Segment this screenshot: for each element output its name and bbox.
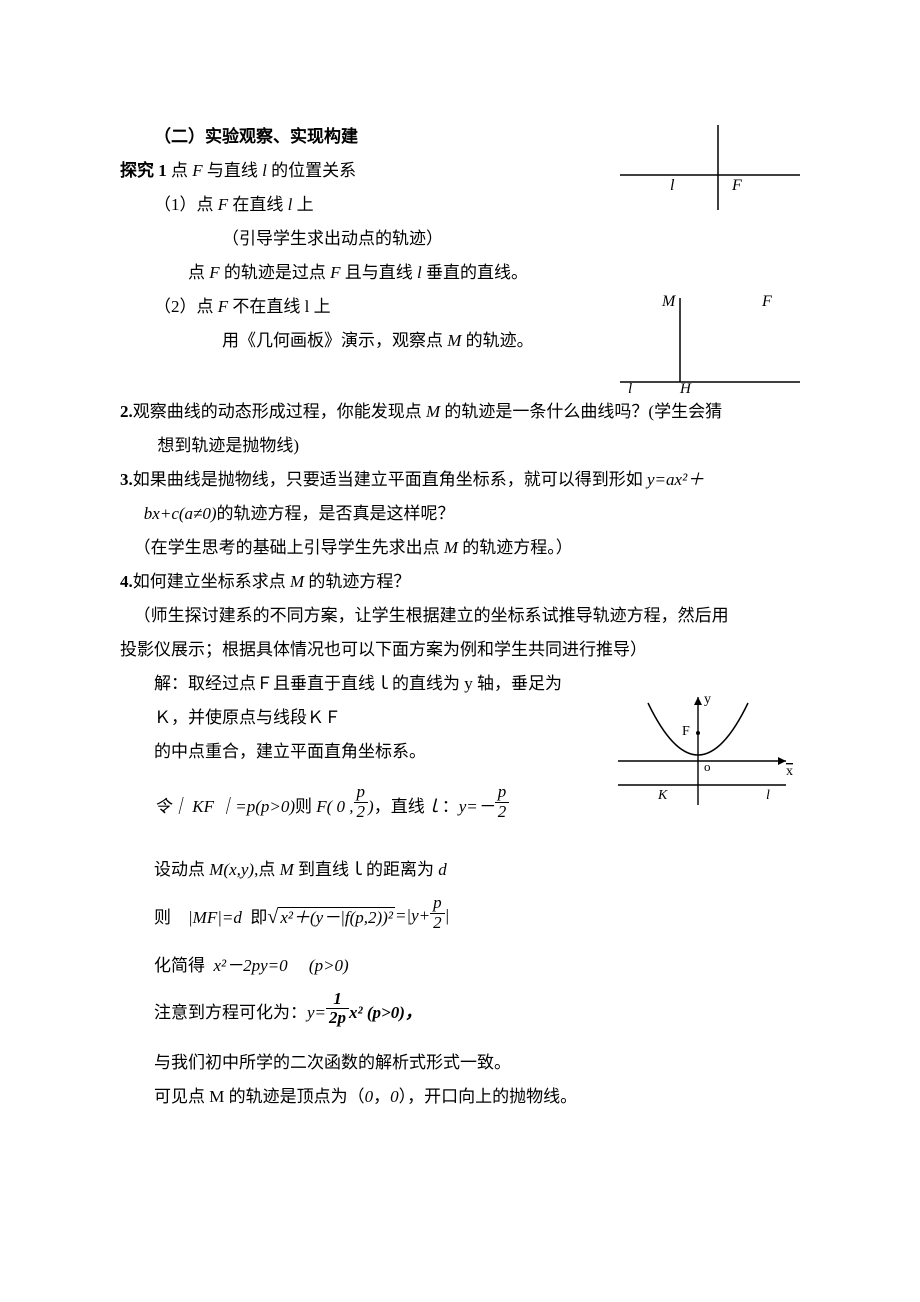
eq1-prefix: 令｜ KF ｜=p(p>0)则 F( 0 , [154,792,354,817]
inquiry1-topic: 点 F 与直线 l 的位置关系 [171,161,356,180]
figure-1: l F [600,120,800,210]
item2-line1: 2.观察曲线的动态形成过程，你能发现点 M 的轨迹是一条什么曲线吗？(学生会猜 [120,395,800,429]
eq5-frac-den: 2p [326,1009,349,1028]
fig2-F: F [761,293,772,310]
case2-label: （2） [154,297,197,316]
eq3-frac: p 2 [430,894,445,932]
eq5-frac-num: 1 [326,990,349,1010]
eq1-frac2-num: p [495,783,510,803]
item2-label: 2. [120,402,133,421]
item3-line2: bx+c(a≠0)的轨迹方程，是否真是这样呢？ [120,497,800,531]
equation-4: 化简得 x²－2py=0 (p>0) [154,951,800,976]
equation-2: 设动点 M(x,y),点 M 到直线ｌ的距离为 d [154,855,800,880]
eq2-text: 设动点 M(x,y),点 M 到直线ｌ的距离为 d [154,860,447,879]
fig3-x: x [786,764,793,779]
case1-label: （1） [154,195,197,214]
item4-question: 4.如何建立坐标系求点 M 的轨迹方程？ [120,565,800,599]
figure-2-svg: M F l H [600,290,800,395]
item3-line1: 3.如果曲线是抛物线，只要适当建立平面直角坐标系，就可以得到形如 y=ax²＋ [120,463,800,497]
eq1-frac2-den: 2 [495,803,510,822]
eq3-frac-num: p [430,894,445,914]
eq3-eq: =|y+ [395,906,430,926]
eq3-prefix: 则 |MF|=d 即 [154,903,267,928]
fig1-label-l: l [670,177,675,194]
fig3-F: F [682,724,690,739]
fig2-H: H [679,381,692,395]
eq5-frac: 1 2p [326,990,349,1028]
fig2-M: M [661,293,677,310]
eq3-radicand: x²＋(y－|f(p,2))² [278,907,395,927]
item3-note: （在学生思考的基础上引导学生先求出点 M 的轨迹方程。） [120,531,800,565]
item4-disc-a: （师生探讨建系的不同方案，让学生根据建立的坐标系试推导轨迹方程，然后用 [120,599,800,633]
case1-result: 点 F 的轨迹是过点 F 且与直线 l 垂直的直线。 [120,256,800,290]
inquiry1-label: 探究 1 [120,161,167,180]
fig3-K: K [657,788,668,803]
sol-a: 取经过点Ｆ且垂直于直线ｌ的直线为 y 轴，垂足为Ｋ，并使原点与线段ＫＦ [154,674,562,727]
eq1-mid: )，直线ｌ：y=－ [368,792,495,817]
equation-5: 注意到方程可化为：y= 1 2p x² (p>0)， [154,992,800,1030]
eq3-suffix: | [445,906,450,926]
fig3-y: y [704,692,711,707]
conclusion-2: 可见点 M 的轨迹是顶点为（0，0），开口向上的抛物线。 [120,1080,800,1114]
eq1-frac2: p 2 [495,783,510,821]
sol-label: 解： [154,674,188,693]
eq5-suffix: x² (p>0)， [349,998,422,1023]
eq1-frac1-num: p [354,783,369,803]
document-page: l F （二）实验观察、实现构建 探究 1 点 F 与直线 l 的位置关系 （1… [0,0,920,1302]
case1-note: （引导学生求出动点的轨迹） [120,222,800,256]
item3-label: 3. [120,470,133,489]
fig1-label-F: F [731,177,742,194]
equation-3: 则 |MF|=d 即 x²＋(y－|f(p,2))² =|y+ p 2 | [154,896,800,934]
figure-3: F o x y K l [600,687,800,817]
eq4-text: 化简得 x²－2py=0 (p>0) [154,956,349,975]
eq5-prefix: 注意到方程可化为：y= [154,998,326,1023]
fig3-o: o [704,759,711,774]
fig3-l: l [766,788,770,803]
item2-line2: 想到轨迹是抛物线) [120,429,800,463]
conclusion-1: 与我们初中所学的二次函数的解析式形式一致。 [120,1046,800,1080]
item3-text-a: 如果曲线是抛物线，只要适当建立平面直角坐标系，就可以得到形如 y=ax²＋ [133,470,704,489]
item4-disc-b: 投影仪展示；根据具体情况也可以下面方案为例和学生共同进行推导） [120,633,800,667]
eq3-frac-den: 2 [430,914,445,933]
item4-q: 如何建立坐标系求点 M 的轨迹方程？ [133,572,411,591]
eq3-sqrt: x²＋(y－|f(p,2))² [267,903,395,929]
eq1-frac1-den: 2 [354,803,369,822]
fig2-l: l [628,381,632,395]
item4-label: 4. [120,572,133,591]
figure-1-svg: l F [600,120,800,210]
item2-text-a: 观察曲线的动态形成过程，你能发现点 M 的轨迹是一条什么曲线吗？(学生会猜 [133,402,722,421]
figure-3-svg: F o x y K l [600,687,800,817]
eq1-frac1: p 2 [354,783,369,821]
figure-2: M F l H [600,290,800,395]
